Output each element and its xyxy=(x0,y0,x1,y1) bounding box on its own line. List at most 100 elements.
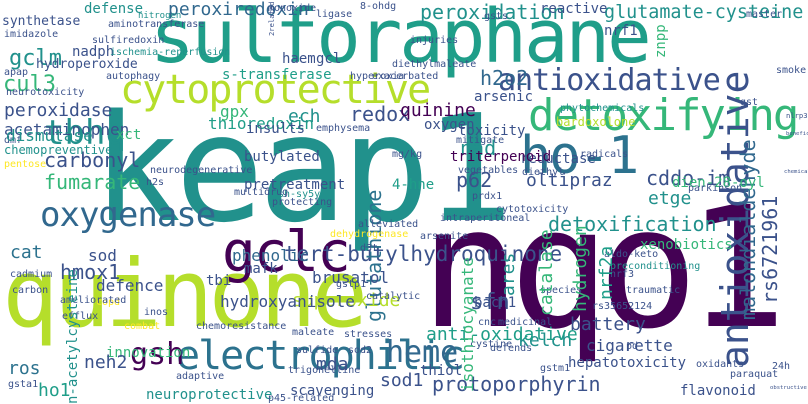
word-peroxiredoxin: peroxiredoxin xyxy=(168,0,309,20)
word-gclc: gclc xyxy=(222,220,351,285)
word-trigonelline: cystine xyxy=(470,339,513,350)
word-radicals: prdx1 xyxy=(472,191,503,202)
word-cadmium: carbon xyxy=(12,285,49,296)
word-pd: 24h xyxy=(772,361,791,372)
word-dismutase-2: dismutase xyxy=(6,126,93,145)
word-dien-28-oyl: dien-28-oyl xyxy=(672,175,765,191)
word-oltipraz: oltipraz xyxy=(526,170,613,191)
word-oxidants: chemicals xyxy=(784,169,808,175)
word-brusatol: brusatol xyxy=(312,268,390,287)
word-oxygen: oxygen xyxy=(424,117,475,133)
word-thioredoxin: thioredoxin xyxy=(208,114,314,133)
word-gpx: gpx xyxy=(220,102,249,121)
word-cat: cat xyxy=(10,242,43,263)
word-catalase: catalase xyxy=(536,229,557,316)
word-superoxide: superoxide xyxy=(292,290,401,311)
word-hydroxyanisole: hydroxyanisole xyxy=(220,292,355,311)
word-toxicity-2: toxicity xyxy=(458,123,526,139)
word-quinine: quinine xyxy=(400,100,476,121)
word-pentose: h2s xyxy=(146,177,165,188)
word-emphysema: gst xyxy=(740,97,759,108)
word-broccoli: parkinson xyxy=(688,183,743,194)
word-paraquat: master xyxy=(746,9,783,20)
word-phytochemicals: emphysema xyxy=(316,123,371,134)
word-8-ohdg: monoxide xyxy=(268,3,317,14)
word-nitrogen: imidazole xyxy=(4,29,59,40)
word-battery: battery xyxy=(570,314,646,335)
word-detoxification: detoxification xyxy=(548,212,717,236)
word-cul3: cul3 xyxy=(3,72,56,97)
word-gcl: gcl xyxy=(316,51,342,67)
word-oxygenase: oxygenase xyxy=(40,195,216,235)
word-monoxide: aminotransferase xyxy=(108,19,205,30)
word-master: gsts xyxy=(484,11,509,22)
word-quinone: quinone xyxy=(2,240,368,349)
word-haem: haem xyxy=(282,51,316,67)
word-rs35652124: inos xyxy=(144,307,169,318)
word-nlrp3: beneficial xyxy=(786,131,808,137)
word-chemoresistance: sulfide xyxy=(296,345,339,356)
word-mg-kg: d3t xyxy=(360,243,379,254)
word-sulfide: gsta1 xyxy=(8,379,39,390)
word-nqo1: nqo1 xyxy=(420,172,787,366)
word-obstructive: ligase xyxy=(316,9,353,20)
word-species-2: rs35652124 xyxy=(592,301,653,312)
word-sulfiredoxin: ischemia-reperfusion xyxy=(110,47,231,58)
word-mda: mda xyxy=(316,354,349,375)
word-cytoprotective: cytoprotective xyxy=(120,67,431,113)
word-innovation: innovation xyxy=(106,345,191,361)
word-peroxidase: peroxidase xyxy=(4,100,113,121)
word-hydrogen: hydrogen xyxy=(570,225,591,312)
word-alleviated: intraperitoneal xyxy=(440,213,531,224)
word-multidrug: mitigate xyxy=(456,135,505,146)
word-gsts: oxidants xyxy=(696,359,745,370)
word-stresses: adaptive xyxy=(176,371,225,382)
word-parkinson: cytotoxicity xyxy=(496,204,569,215)
word-ischemia-reperfusion: neurotoxicity xyxy=(6,87,85,98)
word-inos: combat xyxy=(124,321,161,332)
word-cystine: obstructive xyxy=(770,385,807,391)
word-aminotransferase: nitrogen xyxy=(138,11,182,21)
word-xct: xct xyxy=(116,127,142,143)
word-combat: chemoresistance xyxy=(196,321,287,332)
word-apap: copd xyxy=(96,297,121,308)
word-p45-related: gstm1 xyxy=(540,363,571,374)
word-peroxidation: peroxidation xyxy=(420,0,565,24)
word-autophagy: injuries xyxy=(410,35,459,46)
word-ho1: ho1 xyxy=(38,380,71,401)
word-rs6721961: rs6721961 xyxy=(758,195,782,304)
word-diethylmaleate: exacerbated xyxy=(372,71,439,82)
word-carbonyl: carbonyl xyxy=(44,148,141,172)
word-maleate: stresses xyxy=(344,329,393,340)
word-znpp: znpp xyxy=(653,24,669,58)
word-chemicals: apap xyxy=(4,67,29,78)
word-arsenic: arsenic xyxy=(474,89,534,105)
word-arsenite: aldo-keto xyxy=(604,249,659,260)
word-imidazole: sulfiredoxin xyxy=(92,35,165,46)
word-h2o2: h2o2 xyxy=(480,66,529,90)
word-glutamate-cysteine: glutamate-cysteine xyxy=(604,2,804,23)
word-hmox1: hmox1 xyxy=(60,260,121,284)
word-p62: p62 xyxy=(456,168,493,192)
word-sod: sod xyxy=(88,246,117,265)
word-scavenging: scavenging xyxy=(290,383,375,399)
word-carbon-2: catalytic xyxy=(366,291,421,302)
word-diethyl: radicals xyxy=(580,149,629,160)
word-preconditioning: cadmium xyxy=(10,269,53,280)
word-cddo-im: cddo-im xyxy=(646,166,731,190)
word-reductase: reductase xyxy=(520,151,596,167)
word-thiol-2: thiol xyxy=(420,363,463,379)
word-ligase: smoke xyxy=(776,65,807,76)
word-gstp1: cnc xyxy=(478,317,497,328)
word-ameliorated: gstp1 xyxy=(336,279,367,290)
word-anti-oxidative: anti-oxidative xyxy=(426,324,578,345)
word-mitigate: diethyl xyxy=(522,167,565,178)
word-neurotoxicity: autophagy xyxy=(106,71,161,82)
word-efflux: maleate xyxy=(292,327,335,338)
word-triterpenoid-2: triterpenoid xyxy=(450,149,552,165)
word-h2s: sh-sy5y xyxy=(278,189,321,200)
word-kelch: kelch xyxy=(518,330,573,351)
word-tbi: pd xyxy=(626,341,639,352)
word-nrf1: nrf1 xyxy=(604,23,638,39)
word-sulforaphane: sulforaphane xyxy=(150,0,652,80)
